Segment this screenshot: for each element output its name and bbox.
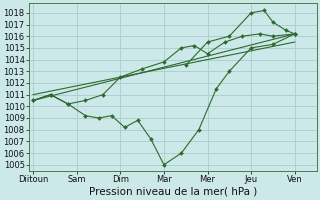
X-axis label: Pression niveau de la mer( hPa ): Pression niveau de la mer( hPa ) <box>89 187 257 197</box>
